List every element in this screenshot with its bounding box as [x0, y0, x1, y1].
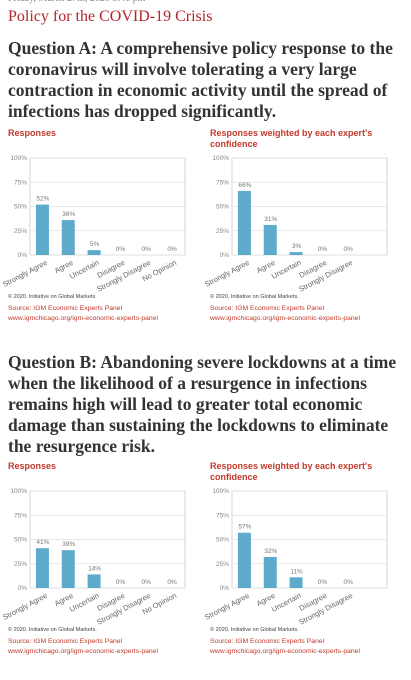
date: Friday, March 27th, 2020 3:41 pm: [8, 0, 145, 4]
value-label: 0%: [318, 246, 328, 253]
bar: [289, 577, 303, 588]
y-tick-label: 0%: [220, 585, 230, 592]
y-tick-label: 0%: [18, 252, 28, 259]
y-tick-label: 25%: [216, 228, 229, 235]
source: Source: IGM Economic Experts Panel www.ig…: [210, 304, 400, 324]
y-tick-label: 25%: [14, 228, 27, 235]
copyright: © 2020. Initiative on Global Markets.: [8, 294, 97, 300]
page-title: Policy for the COVID-19 Crisis: [8, 8, 213, 25]
value-label: 0%: [167, 246, 177, 253]
chart-block: Responses weighted by each expert's conf…: [203, 128, 400, 324]
value-label: 39%: [62, 541, 75, 548]
y-tick-label: 25%: [216, 561, 229, 568]
value-label: 0%: [167, 579, 177, 586]
x-tick-label: Uncertain: [270, 591, 303, 614]
source-url: www.igmchicago.org/igm-economic-experts-…: [8, 648, 158, 655]
source: Source: IGM Economic Experts Panel www.ig…: [210, 637, 400, 657]
x-tick-label: Uncertain: [68, 258, 101, 281]
source-url: www.igmchicago.org/igm-economic-experts-…: [210, 648, 360, 655]
chart: 0%25%50%75%100%57%Strongly Agree32%Agree…: [203, 488, 388, 627]
source-url: www.igmchicago.org/igm-economic-experts-…: [210, 315, 360, 322]
y-tick-label: 100%: [212, 488, 229, 495]
y-tick-label: 50%: [216, 537, 229, 544]
question: Question A: A comprehensive policy respo…: [8, 38, 393, 121]
x-tick-label: Strongly Agree: [1, 258, 49, 289]
y-tick-label: 0%: [220, 252, 230, 259]
value-label: 52%: [36, 196, 49, 203]
value-label: 57%: [238, 524, 251, 531]
value-label: 11%: [290, 568, 303, 575]
value-label: 31%: [264, 216, 277, 223]
value-label: 0%: [142, 579, 152, 586]
x-tick-label: Strongly Agree: [1, 591, 49, 622]
chart-block: Responses weighted by each expert's conf…: [203, 461, 400, 657]
chart-block: Responses 0% 25% 50% 75% 100% 52% Strongly Agre…: [1, 128, 198, 324]
chart-title: Responses weighted by each expert's conf…: [210, 128, 373, 149]
bar: [35, 204, 49, 255]
value-label: 0%: [116, 579, 126, 586]
y-tick-label: 0%: [18, 585, 28, 592]
source-url: www.igmchicago.org/igm-economic-experts-…: [8, 315, 158, 322]
x-tick-label: Uncertain: [270, 258, 303, 281]
y-tick-label: 75%: [216, 179, 229, 186]
y-tick-label: 75%: [216, 512, 229, 519]
source-text: Source: IGM Economic Experts Panel: [8, 638, 123, 645]
y-tick-label: 100%: [212, 155, 229, 162]
source-text: Source: IGM Economic Experts Panel: [8, 305, 123, 312]
bar: [263, 556, 277, 588]
value-label: 0%: [344, 579, 354, 586]
bar: [289, 252, 303, 255]
copyright: © 2020. Initiative on Global Markets.: [210, 294, 299, 300]
chart: 0%25%50%75%100%41%Strongly Agree39%Agree…: [1, 488, 186, 627]
value-label: 14%: [88, 565, 101, 572]
chart-title: Responses: [8, 461, 57, 471]
bar: [87, 250, 101, 255]
bar: [61, 550, 75, 588]
value-label: 36%: [62, 211, 75, 218]
value-label: 5%: [90, 241, 100, 248]
bar: [237, 532, 251, 588]
x-tick-label: Strongly Agree: [203, 591, 251, 622]
bar: [35, 548, 49, 588]
value-label: 0%: [142, 246, 152, 253]
copyright: © 2020. Initiative on Global Markets.: [8, 627, 97, 633]
x-tick-label: Uncertain: [68, 591, 101, 614]
chart-title: Responses: [8, 128, 57, 138]
x-tick-label: Strongly Agree: [203, 258, 251, 289]
y-tick-label: 50%: [216, 204, 229, 211]
y-tick-label: 75%: [14, 512, 27, 519]
source: Source: IGM Economic Experts Panel www.ig…: [8, 637, 198, 657]
copyright: © 2020. Initiative on Global Markets.: [210, 627, 299, 633]
value-label: 66%: [238, 182, 251, 189]
value-label: 0%: [318, 579, 328, 586]
y-tick-label: 50%: [14, 537, 27, 544]
bar: [61, 220, 75, 255]
source-text: Source: IGM Economic Experts Panel: [210, 305, 325, 312]
bar: [263, 224, 277, 255]
chart-title: Responses weighted by each expert's conf…: [210, 461, 373, 482]
question: Question B: Abandoning severe lockdowns …: [8, 352, 397, 456]
y-tick-label: 75%: [14, 179, 27, 186]
y-tick-label: 50%: [14, 204, 27, 211]
y-tick-label: 25%: [14, 561, 27, 568]
value-label: 32%: [264, 548, 277, 555]
y-tick-label: 100%: [10, 488, 27, 495]
chart: 0%25%50%75%100%66%Strongly Agree31%Agree…: [203, 155, 388, 294]
value-label: 41%: [36, 539, 49, 546]
bar: [87, 574, 101, 588]
y-tick-label: 100%: [10, 155, 27, 162]
chart-block: Responses 0% 25% 50% 75% 100% 41% Strongly Agre…: [1, 461, 198, 657]
bar: [237, 190, 251, 255]
source: Source: IGM Economic Experts Panel www.ig…: [8, 304, 198, 324]
value-label: 0%: [116, 246, 126, 253]
chart: 0%25%50%75%100%52%Strongly Agree36%Agree…: [1, 155, 186, 294]
source-text: Source: IGM Economic Experts Panel: [210, 638, 325, 645]
value-label: 3%: [292, 243, 302, 250]
value-label: 0%: [344, 246, 354, 253]
